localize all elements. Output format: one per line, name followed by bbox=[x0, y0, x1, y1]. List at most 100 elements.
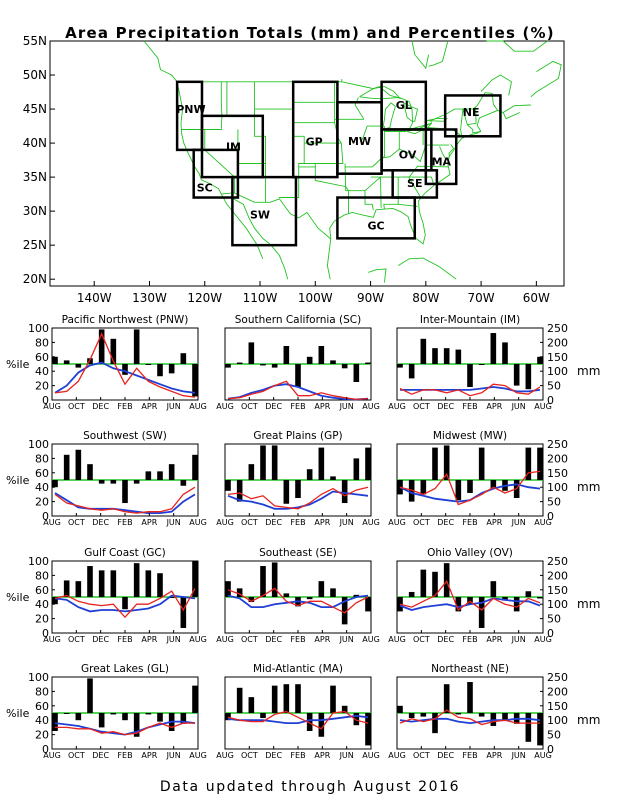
x-tick-label: AUG bbox=[43, 751, 61, 760]
coast-line bbox=[143, 40, 178, 83]
percentile-bar bbox=[236, 588, 243, 597]
percentile-bar bbox=[63, 454, 70, 480]
percentile-bar bbox=[271, 364, 278, 368]
percentile-bar bbox=[467, 480, 473, 493]
region-map: PNW SC IM SW GP MW GL OV NE MA SE GC 55N 50N 45N 40N 35… bbox=[23, 34, 565, 305]
percentile-bar bbox=[248, 464, 255, 480]
x-tick-label: AUG bbox=[216, 402, 234, 411]
map-lon-label: 70W bbox=[468, 291, 495, 305]
percentile-bar bbox=[225, 480, 231, 491]
percentile-bar bbox=[432, 713, 438, 734]
mm-tick-label: 50 bbox=[547, 729, 561, 742]
x-tick-label: DEC bbox=[92, 518, 109, 527]
x-tick-label: DEC bbox=[437, 518, 454, 527]
x-tick-label: OCT bbox=[241, 635, 258, 644]
percentile-bar bbox=[110, 713, 117, 715]
x-tick-label: AUG bbox=[216, 635, 234, 644]
panel-title: Ohio Valley (OV) bbox=[427, 547, 513, 559]
percentile-bar bbox=[63, 580, 70, 597]
percentile-bar bbox=[537, 713, 543, 746]
coast-line bbox=[428, 40, 449, 67]
region-label-ov: OV bbox=[399, 149, 417, 162]
region-label-im: IM bbox=[226, 140, 241, 153]
x-tick-label: FEB bbox=[117, 635, 132, 644]
normal-line bbox=[54, 492, 196, 514]
coast-line bbox=[220, 192, 332, 240]
pct-axis-label: %ile bbox=[6, 591, 30, 604]
x-tick-label: OCT bbox=[241, 751, 258, 760]
percentile-bar bbox=[502, 342, 508, 364]
percentile-bar bbox=[248, 342, 255, 364]
x-tick-label: AUG bbox=[388, 635, 406, 644]
region-label-ne: NE bbox=[463, 106, 480, 119]
panel-title: Gulf Coast (GC) bbox=[84, 547, 166, 559]
mm-tick-label: 250 bbox=[547, 671, 568, 684]
panel-title: Inter-Mountain (IM) bbox=[420, 314, 520, 326]
x-tick-label: DEC bbox=[437, 635, 454, 644]
percentile-bar bbox=[133, 480, 140, 484]
percentile-bar bbox=[248, 697, 255, 713]
percentile-bar bbox=[420, 338, 427, 364]
panel-mw: Midwest (MW)AUG OCT DEC FEB APR JUN AUG0501001… bbox=[388, 430, 600, 527]
normal-line bbox=[54, 361, 196, 394]
x-tick-label: DEC bbox=[265, 518, 282, 527]
percentile-bar bbox=[157, 573, 163, 597]
percentile-bar bbox=[420, 569, 427, 597]
percentile-bar bbox=[537, 597, 543, 599]
mm-axis-label: mm bbox=[577, 713, 600, 727]
region-label-gc: GC bbox=[368, 219, 385, 232]
coast-line bbox=[176, 81, 264, 259]
map-lon-label: 60W bbox=[523, 291, 550, 305]
percentile-bar bbox=[283, 684, 290, 713]
percentile-bar bbox=[490, 480, 497, 489]
percentile-bar bbox=[537, 447, 543, 480]
coast-line bbox=[361, 125, 385, 140]
pct-tick-label: 20 bbox=[35, 496, 49, 509]
coast-line bbox=[480, 74, 513, 96]
percentile-bar bbox=[283, 346, 290, 364]
percentile-bar bbox=[271, 685, 278, 713]
mm-tick-label: 50 bbox=[547, 613, 561, 626]
percentile-bar bbox=[168, 464, 175, 480]
x-tick-label: JUN bbox=[166, 635, 181, 644]
percentile-bar bbox=[145, 713, 152, 715]
panel-se: Southeast (SE) AUG OCT DEC FEB APR JUN AUG bbox=[216, 547, 380, 644]
precip-line bbox=[54, 588, 196, 619]
mm-axis-label: mm bbox=[577, 597, 600, 611]
pct-tick-label: 80 bbox=[35, 569, 49, 582]
percentile-bar bbox=[341, 705, 348, 713]
percentile-bar bbox=[87, 566, 93, 597]
normal-line bbox=[54, 594, 196, 613]
percentile-bar bbox=[260, 445, 266, 480]
percentile-bar bbox=[330, 685, 336, 713]
percentile-bar bbox=[236, 687, 243, 713]
percentile-bar bbox=[260, 364, 266, 366]
percentile-bar bbox=[353, 713, 360, 726]
coast-line bbox=[411, 40, 430, 70]
panel-ov: Ohio Valley (OV)AUG OCT DEC FEB APR JUN AUG050… bbox=[388, 547, 600, 644]
percentile-bar bbox=[133, 563, 140, 597]
x-tick-label: FEB bbox=[117, 518, 132, 527]
percentile-bar bbox=[168, 364, 175, 374]
panel-gl: Great Lakes (GL)AUG OCT DEC FEB APR JUN AUG020… bbox=[6, 663, 207, 760]
percentile-bar bbox=[145, 364, 152, 365]
percentile-bar bbox=[306, 713, 313, 731]
x-tick-label: DEC bbox=[265, 635, 282, 644]
percentile-bar bbox=[236, 362, 243, 364]
normal-line bbox=[227, 714, 369, 724]
percentile-bar bbox=[110, 338, 117, 364]
x-tick-label: FEB bbox=[290, 518, 305, 527]
panel-pnw: Pacific Northwest (PNW) AUG OCT DEC FEB APR JU… bbox=[6, 314, 207, 411]
percentile-bar bbox=[157, 713, 163, 722]
pct-tick-label: 0 bbox=[42, 394, 49, 407]
map-lat-label: 50N bbox=[23, 68, 47, 82]
pct-tick-label: 100 bbox=[28, 555, 49, 568]
percentile-bar bbox=[443, 563, 450, 597]
x-tick-label: JUN bbox=[511, 635, 526, 644]
coast-line bbox=[402, 176, 435, 186]
x-tick-label: FEB bbox=[117, 751, 132, 760]
panel-title: Southern California (SC) bbox=[235, 314, 362, 326]
x-tick-label: JUN bbox=[339, 518, 354, 527]
x-tick-label: DEC bbox=[437, 751, 454, 760]
